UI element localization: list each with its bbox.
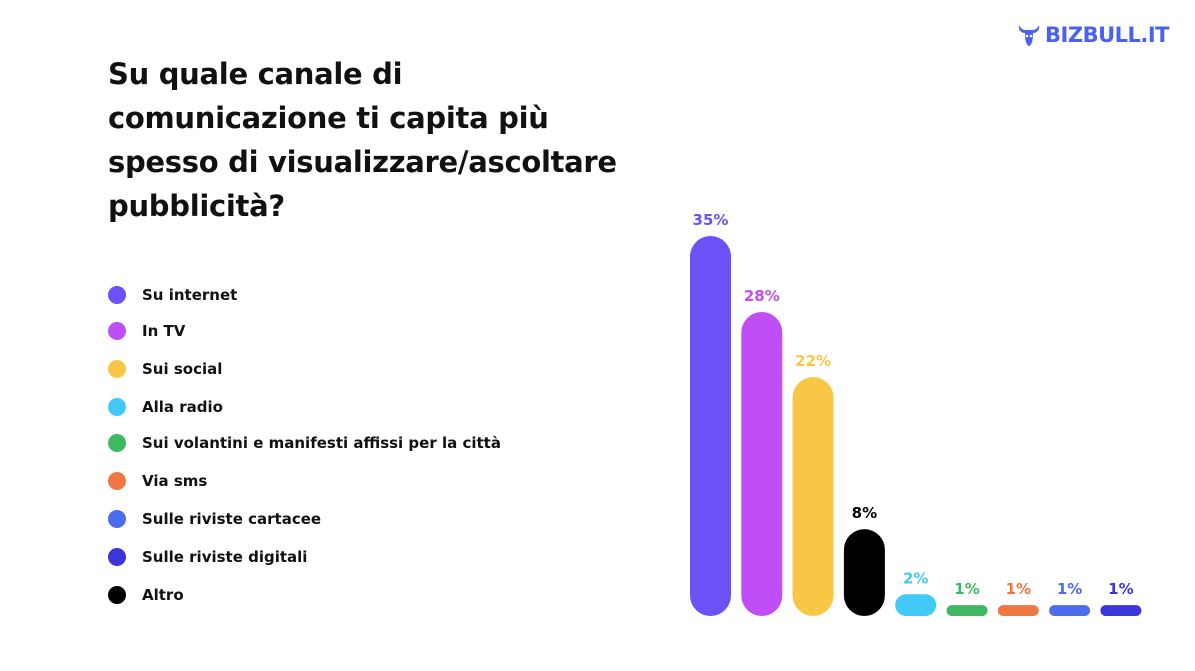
bar-value-label: 1% — [1006, 580, 1031, 598]
legend-item: Via sms — [108, 472, 207, 490]
bar — [946, 605, 988, 616]
bar-value-label: 1% — [954, 580, 979, 598]
legend-swatch — [108, 548, 126, 566]
bar-value-label: 1% — [1057, 580, 1082, 598]
legend-item: Sui social — [108, 360, 222, 378]
bar-value-label: 35% — [693, 211, 729, 229]
legend-swatch — [108, 286, 126, 304]
legend-label: Sulle riviste digitali — [142, 548, 308, 566]
legend-item: Alla radio — [108, 398, 223, 416]
chart-title: Su quale canale di comunicazione ti capi… — [108, 57, 617, 223]
bar — [1100, 605, 1142, 616]
bar — [1049, 605, 1091, 616]
legend-swatch — [108, 586, 126, 604]
legend-label: Su internet — [142, 286, 238, 304]
bar — [741, 312, 783, 616]
legend-swatch — [108, 398, 126, 416]
legend-swatch — [108, 360, 126, 378]
bull-head-icon — [1018, 25, 1040, 46]
legend-item: Sui volantini e manifesti affissi per la… — [108, 434, 501, 452]
bar-value-label: 22% — [795, 352, 831, 370]
bizbull-logo: BIZBULL.IT — [1016, 22, 1169, 48]
legend-swatch — [108, 434, 126, 452]
legend-item: Altro — [108, 586, 184, 604]
legend-label: In TV — [142, 322, 186, 340]
bar-value-label: 28% — [744, 287, 780, 305]
bar-value-label: 2% — [903, 569, 928, 587]
bar — [792, 377, 834, 616]
bar — [690, 236, 731, 616]
bar — [895, 594, 937, 616]
legend-item: Su internet — [108, 286, 237, 304]
legend-swatch — [108, 472, 126, 490]
bar-value-label: 1% — [1108, 580, 1133, 598]
legend-item: Sulle riviste digitali — [108, 548, 307, 566]
legend-item: In TV — [108, 322, 185, 340]
logo-text: BIZBULL.IT — [1045, 23, 1169, 47]
legend-label: Sui social — [142, 360, 223, 378]
legend-label: Altro — [142, 586, 184, 604]
bar — [843, 529, 885, 616]
bar — [997, 605, 1039, 616]
legend-label: Alla radio — [142, 398, 223, 416]
legend-item: Sulle riviste cartacee — [108, 510, 321, 528]
bar-value-label: 8% — [852, 504, 877, 522]
legend-swatch — [108, 510, 126, 528]
legend-swatch — [108, 322, 126, 340]
legend-label: Via sms — [142, 472, 208, 490]
legend-label: Sulle riviste cartacee — [142, 510, 322, 528]
legend-label: Sui volantini e manifesti affissi per la… — [142, 434, 501, 452]
